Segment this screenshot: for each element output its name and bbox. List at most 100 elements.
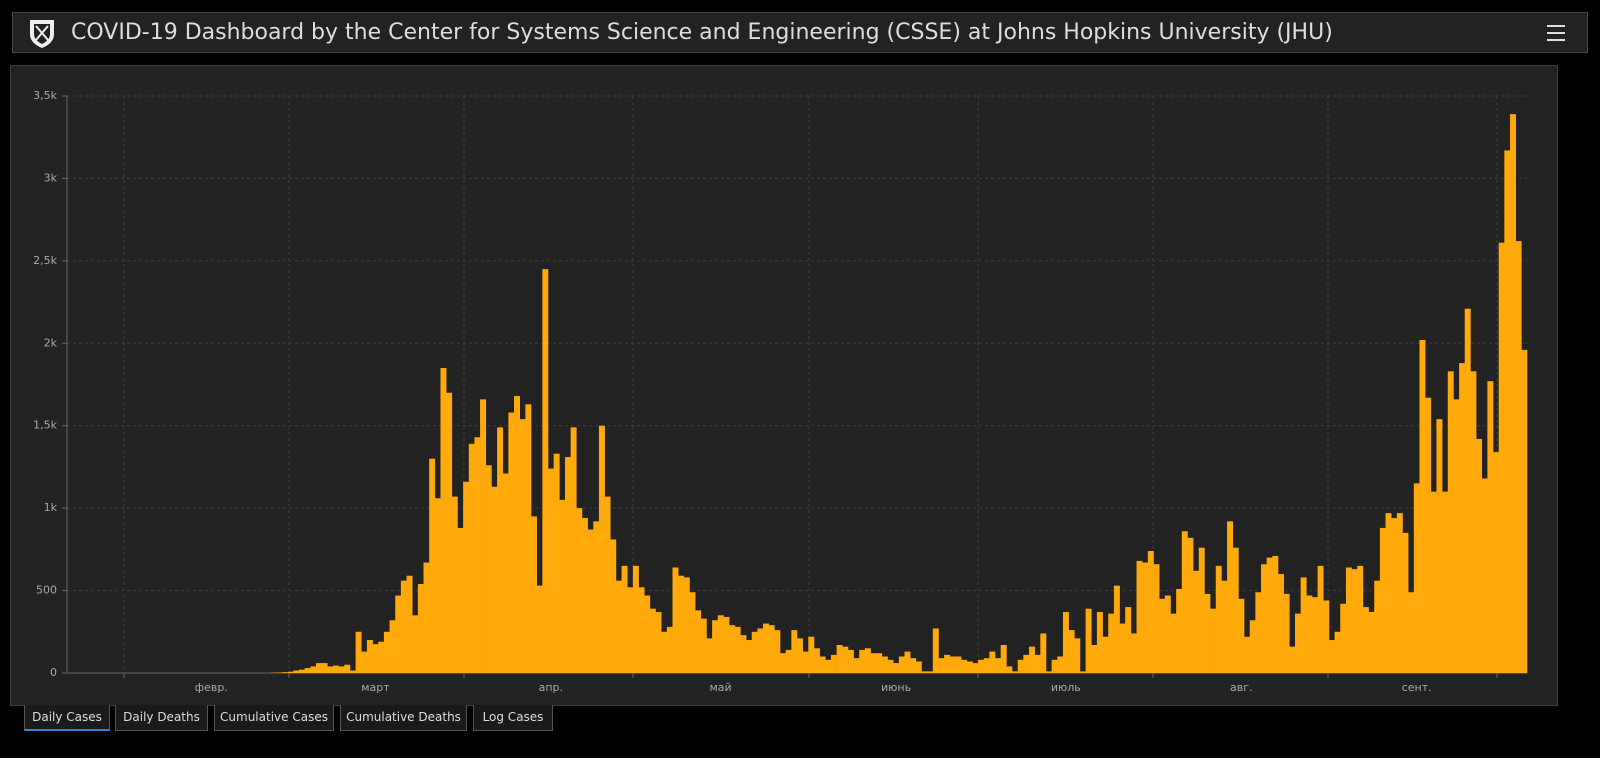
bar [451,496,458,673]
bar [881,656,888,673]
bar [1476,438,1483,673]
bar [751,631,758,673]
tab[interactable]: Daily Cases [24,705,110,731]
bar [1402,532,1409,673]
bar [666,626,673,673]
bar [548,468,554,673]
bar [395,595,402,673]
bar [378,641,385,673]
bar [1345,567,1352,673]
bar [961,659,968,673]
bar [700,618,707,673]
bar [774,630,781,673]
bar [949,656,956,673]
bar [315,663,322,673]
bar [915,661,922,673]
bar [695,610,702,673]
bar [440,368,447,673]
bar [1294,613,1301,673]
bar [497,427,504,673]
bar [1232,547,1239,673]
x-tick-label: март [361,681,390,694]
menu-button[interactable] [1547,24,1567,42]
bar [1362,607,1369,673]
y-tick-label: 3k [44,171,58,184]
bar [672,567,679,673]
bar [944,654,951,673]
bar [898,656,905,673]
bar [706,638,713,673]
bar [1102,636,1109,673]
bar [1119,623,1126,673]
bar [627,587,634,673]
bar [1221,580,1228,673]
bar [287,671,294,673]
bar [842,646,849,673]
bar [1164,595,1171,673]
chart-panel [10,65,1558,706]
bar [1057,656,1064,673]
bar [553,453,560,673]
bar [1272,555,1279,673]
tab[interactable]: Cumulative Cases [214,705,334,731]
bar [853,658,860,673]
bar [661,631,668,673]
tab[interactable]: Log Cases [473,705,553,731]
bar [587,529,594,673]
y-tick-label: 2k [44,336,58,349]
bar [712,620,719,673]
bar [310,666,317,673]
bar [938,658,945,673]
bar [1278,574,1284,673]
bar [1238,598,1245,673]
bar [1108,613,1115,673]
bar [525,404,532,673]
bar [644,595,651,673]
y-tick-label: 500 [36,584,57,597]
bar [559,499,566,673]
bar [1487,381,1494,673]
bar [1351,569,1358,673]
bar [1210,608,1217,673]
bar [859,649,866,673]
bar [1130,633,1137,673]
bar [1300,577,1307,673]
tab[interactable]: Daily Deaths [115,705,208,731]
bar [457,527,464,673]
bar [1470,371,1477,673]
bar [1079,671,1086,673]
bar [649,608,656,673]
bar [870,653,877,673]
y-tick-label: 2,5k [33,254,57,267]
bar [989,651,996,673]
bar [1266,557,1273,673]
bar [1385,513,1392,673]
bar [327,666,334,673]
bar [570,427,577,673]
bar [1085,608,1092,673]
bar [1125,607,1132,673]
tab[interactable]: Cumulative Deaths [340,705,467,731]
x-tick-label: авг. [1230,681,1253,694]
bar [1261,564,1267,673]
bar [1136,560,1143,673]
bar [610,539,617,673]
bar [791,630,798,673]
bar [1396,513,1403,673]
bar [304,668,311,673]
bar [1311,597,1318,673]
bar [1510,114,1516,674]
bar [768,625,775,673]
bar [463,481,470,673]
bar [1017,659,1024,673]
bar [729,625,736,673]
logo [30,20,54,48]
bar [802,651,809,673]
bar [1198,547,1205,673]
bar [468,443,475,673]
bar [904,651,911,673]
bar [1425,397,1432,673]
bar [825,659,832,673]
bar [355,631,362,673]
